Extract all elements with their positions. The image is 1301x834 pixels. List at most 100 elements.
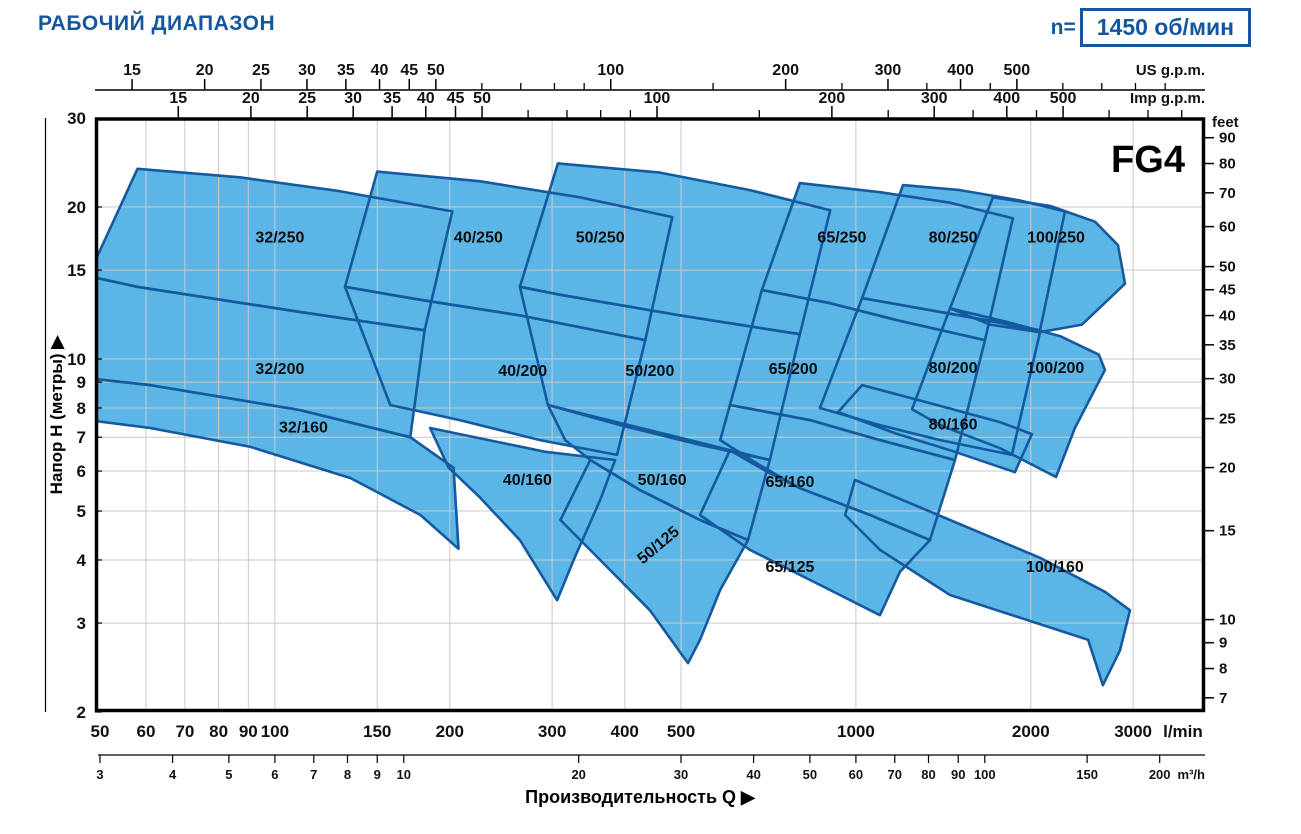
- pump-label-100-250: 100/250: [1027, 230, 1085, 247]
- tick-label-m3h: 150: [1076, 767, 1098, 782]
- tick-label-lmin: 90: [239, 722, 258, 741]
- pump-region-100-200: [910, 307, 1107, 479]
- unit-lmin: l/min: [1163, 722, 1203, 741]
- speed-indicator: n= 1450 об/мин: [1051, 8, 1251, 47]
- tick-label-m: 10: [67, 350, 86, 369]
- pump-region-fill-32-160: [95, 379, 459, 549]
- pump-label-80-160: 80/160: [929, 416, 978, 433]
- pump-label-50-250: 50/250: [576, 230, 625, 247]
- pump-region-40-160: [428, 426, 617, 602]
- unit-m3h: m³/h: [1178, 767, 1206, 782]
- tick-label-m3h: 9: [374, 767, 381, 782]
- pump-region-80-160: [836, 383, 1034, 474]
- tick-label-lmin: 3000: [1114, 722, 1152, 741]
- tick-label-feet: 9: [1219, 635, 1227, 652]
- tick-label-us: 25: [252, 62, 270, 79]
- tick-label-m: 6: [77, 462, 86, 481]
- pump-label-40-160: 40/160: [503, 472, 552, 489]
- tick-label-imp: 45: [447, 90, 465, 107]
- pump-label-80-250: 80/250: [929, 230, 978, 247]
- tick-label-feet: 30: [1219, 371, 1236, 388]
- tick-label-m3h: 70: [888, 767, 902, 782]
- tick-label-lmin: 400: [611, 722, 639, 741]
- tick-label-feet: 20: [1219, 460, 1236, 477]
- tick-label-lmin: 50: [91, 722, 110, 741]
- pump-label-40-200: 40/200: [498, 363, 547, 380]
- tick-label-us: 35: [337, 62, 355, 79]
- plot-border: [94, 117, 1206, 713]
- tick-label-m3h: 4: [169, 767, 177, 782]
- pump-label-32-160: 32/160: [279, 419, 328, 436]
- tick-label-feet: 10: [1219, 612, 1236, 629]
- tick-label-imp: 100: [644, 90, 671, 107]
- tick-label-feet: 80: [1219, 156, 1236, 173]
- tick-label-imp: 35: [383, 90, 401, 107]
- pump-label-50-200: 50/200: [625, 363, 674, 380]
- tick-label-m3h: 5: [225, 767, 232, 782]
- tick-label-lmin: 70: [175, 722, 194, 741]
- tick-label-imp: 20: [242, 90, 260, 107]
- tick-label-feet: 45: [1219, 282, 1236, 299]
- tick-label-feet: 50: [1219, 259, 1236, 276]
- tick-label-m3h: 60: [849, 767, 863, 782]
- pump-label-65-250: 65/250: [817, 230, 866, 247]
- tick-label-lmin: 200: [436, 722, 464, 741]
- pump-label-80-200: 80/200: [929, 360, 978, 377]
- tick-label-lmin: 150: [363, 722, 391, 741]
- tick-label-m3h: 80: [921, 767, 935, 782]
- tick-label-imp: 15: [169, 90, 187, 107]
- tick-label-lmin: 100: [261, 722, 289, 741]
- pump-label-50-160: 50/160: [638, 472, 687, 489]
- pump-label-65-160: 65/160: [765, 474, 814, 491]
- tick-label-feet: 60: [1219, 219, 1236, 236]
- pump-label-40-250: 40/250: [454, 230, 503, 247]
- pump-label-65-200: 65/200: [769, 361, 818, 378]
- tick-label-imp: 200: [819, 90, 846, 107]
- tick-label-m3h: 3: [96, 767, 103, 782]
- pump-label-32-250: 32/250: [255, 230, 304, 247]
- tick-label-us: 45: [400, 62, 418, 79]
- tick-label-us: 15: [123, 62, 141, 79]
- pump-region-fill-65-125: [700, 450, 930, 616]
- pump-label-32-200: 32/200: [255, 361, 304, 378]
- pump-region-100-160: [843, 478, 1132, 687]
- tick-label-m3h: 40: [746, 767, 760, 782]
- tick-label-us: 100: [597, 62, 624, 79]
- tick-label-imp: 500: [1050, 90, 1077, 107]
- tick-label-m: 15: [67, 261, 86, 280]
- tick-label-lmin: 1000: [837, 722, 875, 741]
- tick-label-m3h: 20: [571, 767, 585, 782]
- pump-region-fill-32-200: [95, 277, 425, 438]
- tick-label-imp: 40: [417, 90, 435, 107]
- pump-region-50-125: [559, 458, 750, 665]
- pump-region-65-125: [698, 448, 932, 617]
- tick-label-m3h: 8: [344, 767, 351, 782]
- tick-label-lmin: 2000: [1012, 722, 1050, 741]
- tick-label-m: 2: [77, 703, 86, 722]
- tick-label-feet: 15: [1219, 523, 1236, 540]
- tick-label-feet: 90: [1219, 130, 1236, 147]
- pump-region-fill-80-160: [838, 385, 1032, 473]
- tick-label-imp: 400: [993, 90, 1020, 107]
- model-label: FG4: [1111, 139, 1185, 181]
- tick-label-feet: 25: [1219, 411, 1236, 428]
- x-axis-title: Производительность Q ▶: [525, 787, 756, 807]
- pump-region-fill-50-250: [519, 163, 831, 335]
- tick-label-m3h: 30: [674, 767, 688, 782]
- tick-label-us: 400: [947, 62, 974, 79]
- tick-label-feet: 70: [1219, 185, 1236, 202]
- tick-label-m: 9: [77, 373, 86, 392]
- tick-label-us: 40: [371, 62, 389, 79]
- tick-label-m3h: 10: [397, 767, 411, 782]
- tick-label-m: 4: [77, 551, 87, 570]
- tick-label-m3h: 200: [1149, 767, 1171, 782]
- tick-label-us: 20: [196, 62, 214, 79]
- tick-label-lmin: 80: [209, 722, 228, 741]
- tick-label-m: 8: [77, 399, 86, 418]
- pump-label-65-125: 65/125: [765, 559, 814, 576]
- unit-us-gpm: US g.p.m.: [1136, 62, 1205, 79]
- tick-label-us: 50: [427, 62, 445, 79]
- tick-label-m: 30: [67, 109, 86, 128]
